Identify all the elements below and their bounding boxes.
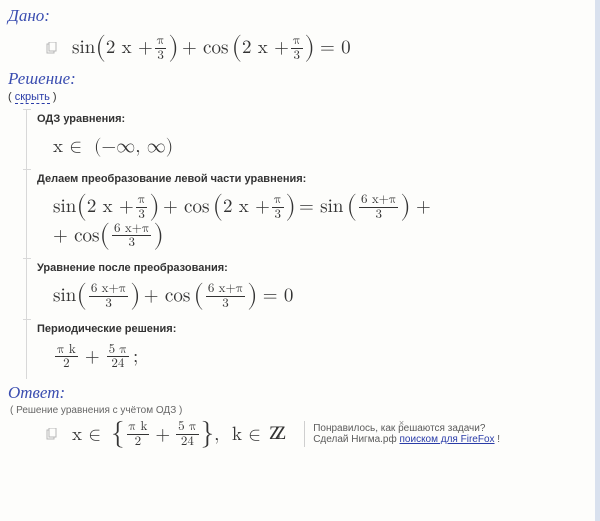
math-text: 2 x + <box>87 193 134 222</box>
paren: ) <box>130 284 141 308</box>
answer-row: x ∈ { π k2 + 5 π24 } , k ∈ ZZ × Понравил… <box>8 420 600 448</box>
math-text: + <box>416 193 431 222</box>
math-text: ; <box>133 343 138 372</box>
step-title: Периодические решения: <box>27 323 600 335</box>
fraction: 6 x+π3 <box>89 282 128 310</box>
paren: ) <box>286 195 297 219</box>
fraction: π3 <box>272 193 284 221</box>
math-text: 2 x + <box>106 34 153 63</box>
step-title: ОДЗ уравнения: <box>27 113 600 125</box>
math-text: + cos <box>163 193 210 222</box>
given-equation: sin ( 2 x + π3 ) + cos ( 2 x + π3 ) = 0 <box>8 30 600 69</box>
paren: ( <box>346 195 357 219</box>
copy-icon[interactable] <box>46 42 58 54</box>
periodic-math: π k2 + 5 π24 ; <box>27 339 600 378</box>
answer-label: Ответ: <box>8 383 600 403</box>
paren: ( <box>212 195 223 219</box>
fraction: π k2 <box>55 343 78 371</box>
math-text: sin <box>53 282 76 311</box>
transform-math: sin ( 2 x + π3 ) + cos ( 2 x + π3 ) = si… <box>27 189 600 256</box>
step-title: Уравнение после преобразования: <box>27 262 600 274</box>
math-text: = sin <box>299 193 343 222</box>
paren: ) <box>400 195 411 219</box>
math-text: x ∈ <box>53 133 82 162</box>
firefox-search-link[interactable]: поиском для FireFox <box>400 434 495 445</box>
math-text: sin <box>53 193 76 222</box>
hide-toggle-row: ( скрыть ) <box>8 91 600 103</box>
paren: ( <box>193 284 204 308</box>
after-math: sin ( 6 x+π3 ) + cos ( 6 x+π3 ) = 0 <box>27 278 600 317</box>
math-text: sin <box>72 34 95 63</box>
hide-close: ) <box>50 91 57 103</box>
fraction: 6 x+π3 <box>112 222 151 250</box>
math-text: + <box>85 343 100 372</box>
domain-math: x ∈ (−∞, ∞) <box>27 129 600 168</box>
math-text: , k ∈ <box>214 423 261 446</box>
math-text: (−∞, ∞) <box>94 133 173 162</box>
fraction: 5 π24 <box>176 420 198 448</box>
math-text: x ∈ <box>72 423 101 446</box>
math-text: + cos <box>53 222 100 251</box>
math-text: + <box>155 423 170 446</box>
math-text: + cos <box>144 282 191 311</box>
step-transform: Делаем преобразование левой части уравне… <box>26 169 600 258</box>
given-label: Дано: <box>8 6 600 26</box>
math-text: 2 x + <box>242 34 289 63</box>
blackboard-z: ZZ <box>269 423 280 445</box>
step-domain: ОДЗ уравнения: x ∈ (−∞, ∞) <box>26 109 600 170</box>
hide-link[interactable]: скрыть <box>15 91 50 104</box>
math-text: 2 x + <box>223 193 270 222</box>
fraction: π3 <box>291 34 303 62</box>
brace: { <box>111 422 125 446</box>
math-text: = 0 <box>263 282 294 311</box>
answer-sub: ( Решение уравнения с учётом ОДЗ ) <box>10 405 600 416</box>
paren: ( <box>100 224 111 248</box>
math-text: + cos <box>182 34 229 63</box>
paren: ( <box>231 36 242 60</box>
paren: ( <box>95 36 106 60</box>
paren: ( <box>76 284 87 308</box>
step-periodic: Периодические решения: π k2 + 5 π24 ; <box>26 319 600 380</box>
paren: ) <box>247 284 258 308</box>
answer-block: Ответ: ( Решение уравнения с учётом ОДЗ … <box>8 383 600 448</box>
paren: ) <box>305 36 316 60</box>
fraction: 6 x+π3 <box>206 282 245 310</box>
solution-label: Решение: <box>8 69 600 89</box>
paren: ) <box>149 195 160 219</box>
paren: ) <box>168 36 179 60</box>
fraction: π k2 <box>127 420 150 448</box>
note-line2: Сделай Нигма.рф поиском для FireFox ! <box>313 434 500 445</box>
paren: ) <box>153 224 164 248</box>
page-container: Дано: sin ( 2 x + π3 ) + cos ( 2 x + π3 … <box>0 0 600 448</box>
note-line1: Понравилось, как решаются задачи? <box>313 423 500 434</box>
fraction: π3 <box>155 34 167 62</box>
fraction: 5 π24 <box>107 343 129 371</box>
paren: ( <box>76 195 87 219</box>
step-after: Уравнение после преобразования: sin ( 6 … <box>26 258 600 319</box>
brace: } <box>201 422 215 446</box>
close-icon[interactable]: × <box>399 418 404 428</box>
math-text: = 0 <box>320 34 351 63</box>
scrollbar-track[interactable] <box>595 0 600 521</box>
copy-icon[interactable] <box>46 428 58 440</box>
step-title: Делаем преобразование левой части уравне… <box>27 173 600 185</box>
side-note: × Понравилось, как решаются задачи? Сдел… <box>304 421 500 447</box>
fraction: 6 x+π3 <box>359 193 398 221</box>
answer-math: x ∈ { π k2 + 5 π24 } , k ∈ ZZ <box>72 420 286 448</box>
fraction: π3 <box>136 193 148 221</box>
hide-open: ( <box>8 91 15 103</box>
